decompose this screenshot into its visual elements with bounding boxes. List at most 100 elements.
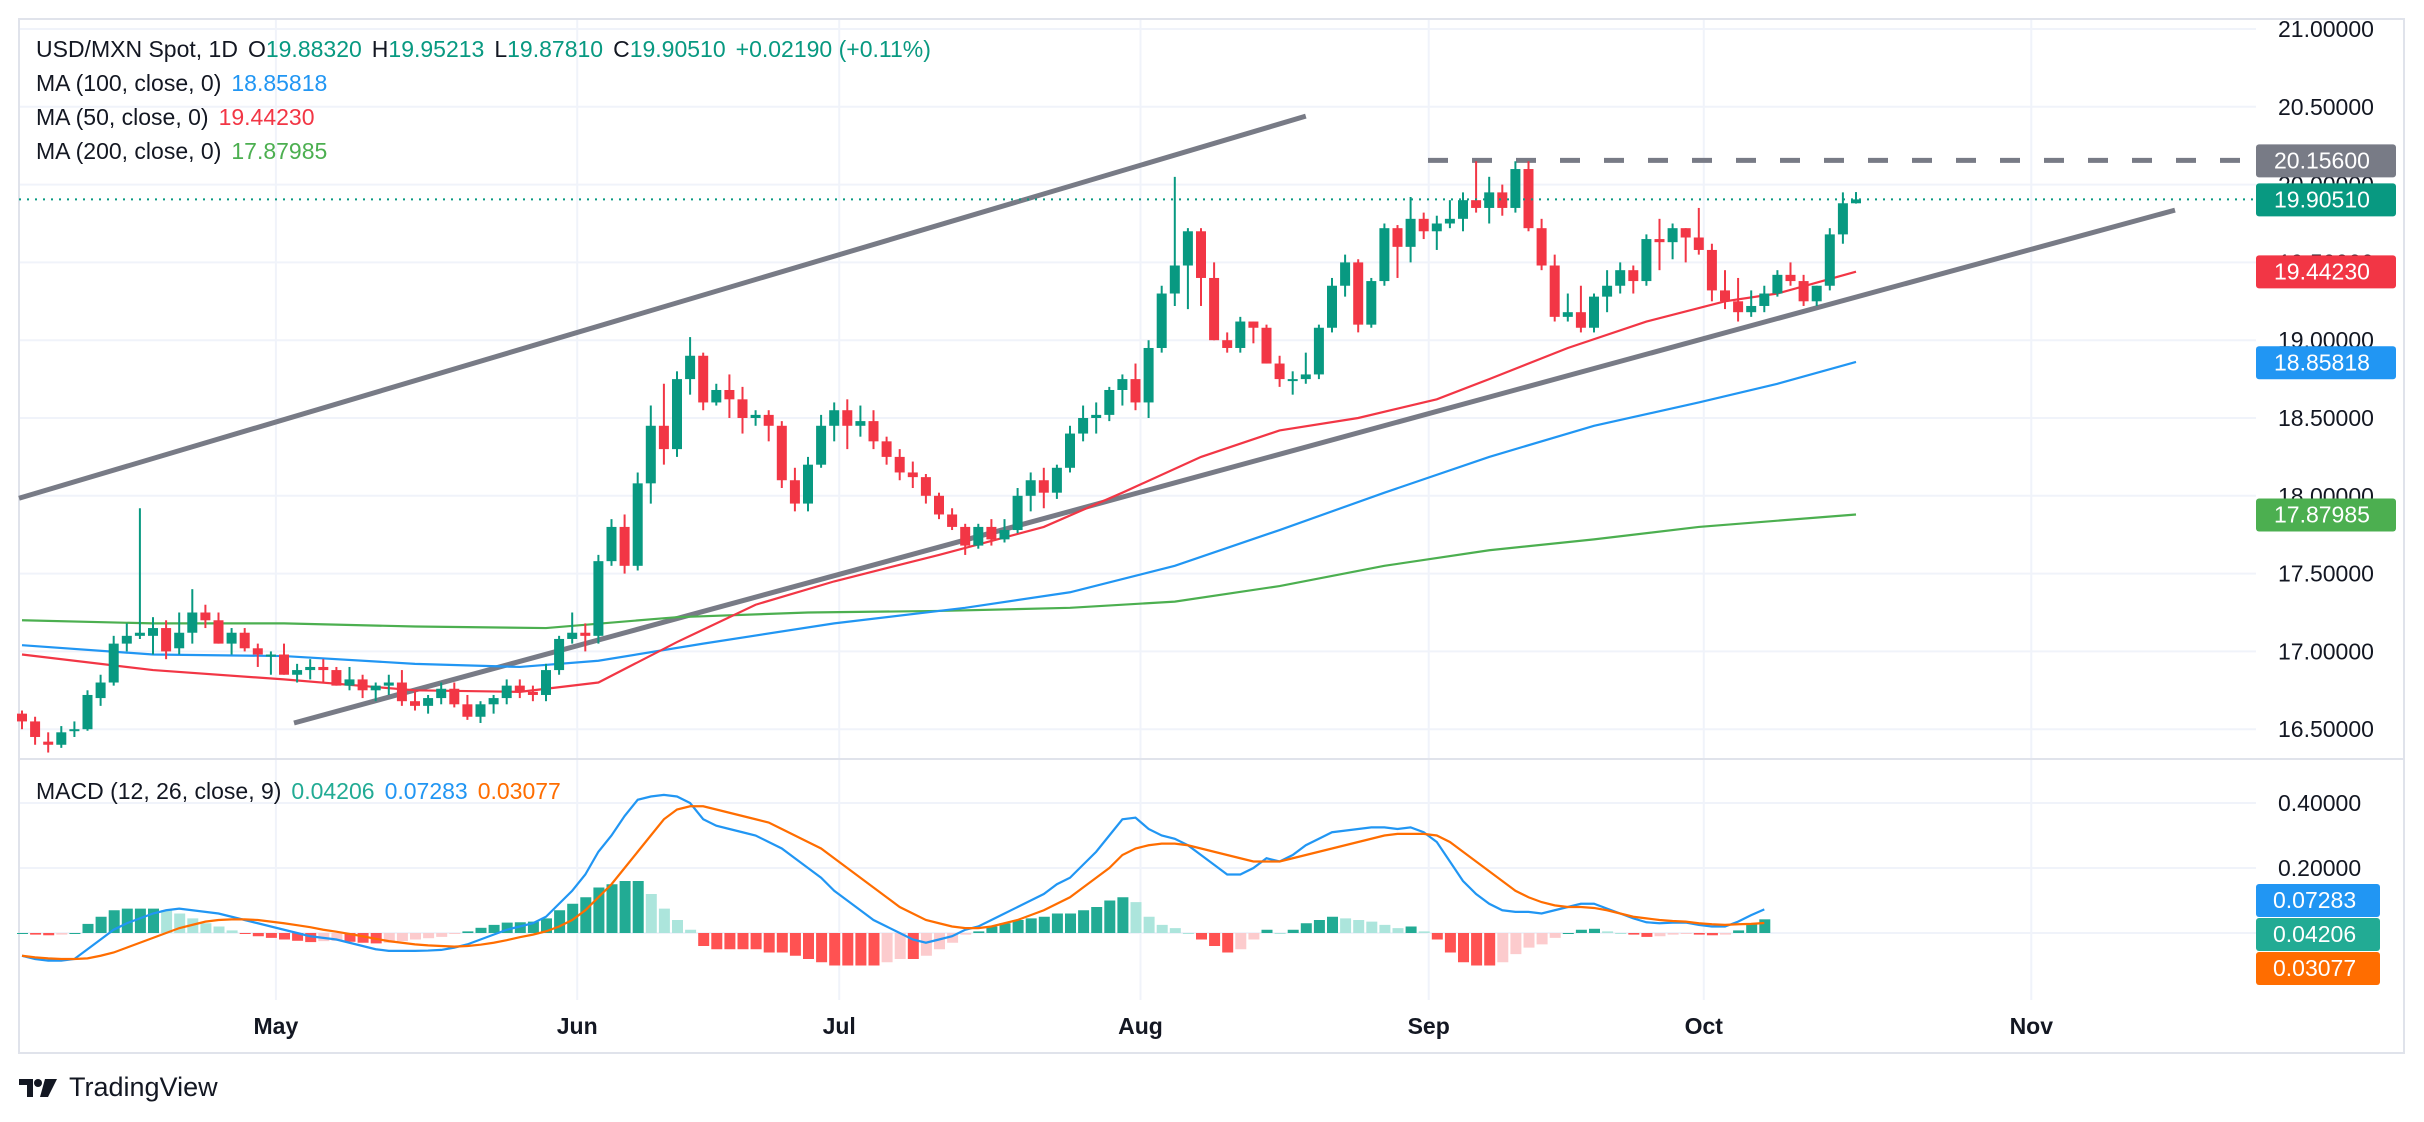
resistance-tag-text: 20.15600 <box>2274 147 2370 173</box>
candle-body <box>1549 265 1560 317</box>
macd-signal-value: 0.03077 <box>477 778 561 804</box>
candle-body <box>1143 347 1154 403</box>
candle-body <box>1772 274 1783 294</box>
macd-histogram-bar <box>1549 933 1561 938</box>
symbol-title[interactable]: USD/MXN Spot, 1D <box>36 36 238 62</box>
candle-body <box>737 399 748 418</box>
ma100-legend[interactable]: MA (100, close, 0) 18.85818 <box>36 70 337 97</box>
macd-histogram-bar <box>1471 933 1483 966</box>
candle-body <box>606 526 617 562</box>
candle-body <box>30 721 41 737</box>
candle-body <box>161 628 172 652</box>
candle-body <box>1078 418 1089 434</box>
macd-histogram-bar <box>1327 916 1338 933</box>
trendlines[interactable] <box>18 113 2256 726</box>
price-axis[interactable]: 21.0000020.5000020.0000019.5000019.00000… <box>2278 16 2374 881</box>
macd-histogram-bar <box>514 922 526 933</box>
candle-body <box>121 635 132 644</box>
macd-histogram-bar <box>842 933 854 966</box>
macd-legend[interactable]: MACD (12, 26, close, 9) 0.04206 0.07283 0.0… <box>36 778 571 805</box>
candle-body <box>920 477 931 496</box>
candle-body <box>213 620 224 644</box>
candle-body <box>1012 495 1023 531</box>
candle-body <box>934 495 944 515</box>
candle-body <box>200 612 211 621</box>
candle-body <box>1130 379 1141 403</box>
high-label: H <box>371 36 389 62</box>
macd-histogram-bar <box>423 933 435 939</box>
candle-body <box>1602 285 1613 297</box>
candle-body <box>1182 231 1193 266</box>
candle-body <box>580 632 591 636</box>
macd-histogram-bar <box>1038 916 1050 933</box>
price-axis-label: 17.50000 <box>2278 561 2374 587</box>
ma50-legend[interactable]: MA (50, close, 0) 19.44230 <box>36 104 325 131</box>
candle-body <box>1824 234 1835 286</box>
ma200-value: 17.87985 <box>231 138 328 164</box>
macd-histogram-bar <box>619 881 631 933</box>
candle-body <box>1628 270 1639 282</box>
candle-body <box>43 741 54 745</box>
macd-histogram-bar <box>554 910 566 933</box>
macd-histogram-bar <box>1759 919 1771 933</box>
candle-body <box>1811 285 1822 302</box>
candle-body <box>855 421 866 426</box>
ma50-line <box>21 270 1857 693</box>
time-axis-label-sep: Sep <box>1408 1013 1450 1039</box>
ma200-tag <box>2256 498 2396 532</box>
macd-histogram-bar <box>43 933 55 936</box>
candle-body <box>842 410 853 426</box>
macd-histogram-bar <box>580 897 592 933</box>
macd-histogram-bar <box>1156 924 1168 933</box>
candle-body <box>1654 239 1665 243</box>
candle-body <box>462 704 473 717</box>
price-axis-label: 17.00000 <box>2278 638 2374 664</box>
candle-body <box>1025 480 1036 496</box>
macd-histogram-bar <box>265 933 277 938</box>
candle-body <box>658 425 669 450</box>
macd-histogram-bar <box>1458 933 1469 963</box>
candle-body <box>1300 374 1311 380</box>
ma200-legend[interactable]: MA (200, close, 0) 17.87985 <box>36 138 337 165</box>
candle-body <box>763 414 774 426</box>
candle-body <box>816 425 827 465</box>
candle-body <box>252 648 263 655</box>
change-value: +0.02190 (+0.11%) <box>735 36 931 62</box>
macd-histogram-bar <box>1025 918 1037 933</box>
time-axis[interactable]: May Jun Jul Aug Sep Oct Nov <box>254 1013 2054 1039</box>
macd-histogram-bar <box>252 933 264 937</box>
ma50-tag <box>2256 255 2396 289</box>
time-axis-label-jun: Jun <box>557 1013 598 1039</box>
macd-histogram-bar <box>711 933 723 950</box>
ma100-tag-text: 18.85818 <box>2274 349 2370 375</box>
ma200-line <box>21 513 1857 630</box>
candle-body <box>423 698 434 706</box>
candle-body <box>1837 203 1848 235</box>
ma100-value: 18.85818 <box>231 70 328 96</box>
candle-body <box>318 666 329 671</box>
macd-histogram-bar <box>1091 907 1103 933</box>
macd-histogram-bar <box>527 921 539 933</box>
macd-histogram-bar <box>1562 933 1574 934</box>
candle-body <box>960 526 971 546</box>
macd-histogram-bar <box>1182 933 1194 934</box>
candle-body <box>1340 262 1351 286</box>
macd-histogram-bar <box>1484 933 1496 966</box>
last-price-tag-text: 19.90510 <box>2274 186 2370 212</box>
trendline-lower-channel[interactable] <box>293 207 2176 726</box>
tradingview-logo[interactable]: TradingView <box>19 1072 218 1103</box>
candle-body <box>95 682 106 699</box>
trendline-upper-channel[interactable] <box>18 113 1307 501</box>
candle-body <box>1287 379 1298 382</box>
macd-histogram-bar <box>1615 933 1627 934</box>
macd-histogram-bar <box>1536 933 1548 945</box>
candle-body <box>1051 467 1062 493</box>
candle-body <box>1392 228 1403 247</box>
macd-histogram-bar <box>724 933 736 950</box>
macd-histogram-bar <box>881 933 893 963</box>
ma100-label: MA (100, close, 0) <box>36 70 222 96</box>
high-value: 19.95213 <box>388 36 485 62</box>
macd-histogram-bar <box>344 933 356 942</box>
candle-body <box>554 638 565 671</box>
